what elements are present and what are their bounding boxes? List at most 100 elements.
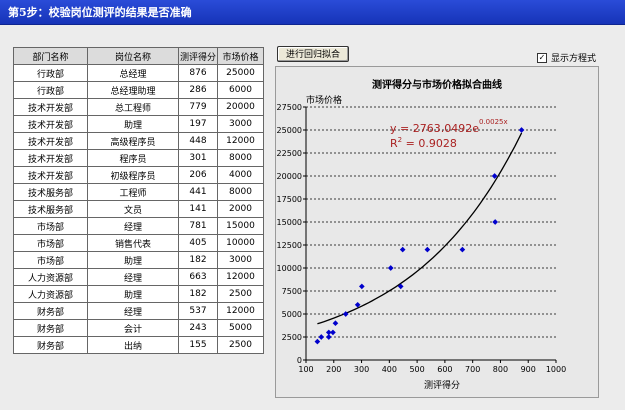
score-cell: 779 [178, 98, 218, 116]
price-cell: 2500 [217, 285, 264, 303]
price-cell: 4000 [217, 166, 264, 184]
y-tick-label: 5000 [282, 310, 302, 319]
table-row: 行政部 总经理 876 25000 [13, 64, 264, 82]
table-row: 技术开发部 助理 197 3000 [13, 115, 264, 133]
price-cell: 10000 [217, 234, 264, 252]
position-cell: 程序员 [87, 149, 179, 167]
price-cell: 3000 [217, 251, 264, 269]
data-point [332, 320, 339, 327]
department-cell: 技术开发部 [13, 132, 88, 150]
score-cell: 206 [178, 166, 218, 184]
score-cell: 197 [178, 115, 218, 133]
data-point [325, 334, 332, 340]
equation-main: y = 2763.0492e [390, 122, 479, 135]
step-title-bar: 第5步：校验岗位测评的结果是否准确 [0, 0, 625, 25]
y-tick-label: 2500 [282, 333, 302, 342]
table-row: 技术服务部 文员 141 2000 [13, 200, 264, 218]
data-point [318, 334, 325, 340]
price-cell: 25000 [217, 64, 264, 82]
table-row: 财务部 经理 537 12000 [13, 302, 264, 320]
checkbox-box[interactable]: ✓ [537, 52, 547, 63]
y-tick-label: 12500 [277, 241, 302, 250]
score-cell: 301 [178, 149, 218, 167]
chart-title: 测评得分与市场价格拟合曲线 [372, 78, 502, 91]
position-cell: 助理 [87, 285, 179, 303]
position-cell: 工程师 [87, 183, 179, 201]
department-cell: 市场部 [13, 251, 88, 269]
price-cell: 2000 [217, 200, 264, 218]
position-cell: 初级程序员 [87, 166, 179, 184]
r-squared-prefix: R [390, 137, 398, 150]
department-cell: 市场部 [13, 217, 88, 235]
score-cell: 286 [178, 81, 218, 99]
table-row: 技术开发部 总工程师 779 20000 [13, 98, 264, 116]
y-tick-label: 20000 [277, 172, 302, 181]
department-cell: 财务部 [13, 319, 88, 337]
equation-line-1: y = 2763.0492e0.0025x [390, 118, 508, 135]
data-point [354, 301, 361, 308]
scatter-chart: 测评得分与市场价格拟合曲线 市场价格 测评得分 0250050007500100… [277, 78, 567, 391]
page-title: 第5步：校验岗位测评的结果是否准确 [8, 6, 192, 19]
price-cell: 20000 [217, 98, 264, 116]
regression-fit-button[interactable]: 进行回归拟合 [277, 46, 349, 62]
x-tick-label: 200 [326, 365, 341, 374]
position-cell: 总经理 [87, 64, 179, 82]
show-equation-checkbox[interactable]: ✓ 显示方程式 [537, 51, 596, 64]
y-tick-label: 0 [297, 356, 302, 365]
department-cell: 技术开发部 [13, 98, 88, 116]
position-cell: 出纳 [87, 336, 179, 354]
x-tick-label: 1000 [546, 365, 566, 374]
data-point [359, 283, 365, 290]
y-tick-label: 27500 [277, 103, 302, 112]
position-cell: 文员 [87, 200, 179, 218]
y-tick-label: 7500 [282, 287, 302, 296]
data-point [399, 246, 406, 253]
department-cell: 行政部 [13, 64, 88, 82]
price-cell: 3000 [217, 115, 264, 133]
position-cell: 总工程师 [87, 98, 179, 116]
department-cell: 技术服务部 [13, 200, 88, 218]
department-cell: 人力资源部 [13, 285, 88, 303]
table-row: 技术开发部 高级程序员 448 12000 [13, 132, 264, 150]
position-cell: 助理 [87, 251, 179, 269]
x-tick-label: 800 [493, 365, 508, 374]
data-point [424, 246, 431, 253]
column-header-price: 市场价格 [217, 47, 264, 65]
department-cell: 财务部 [13, 302, 88, 320]
score-cell: 243 [178, 319, 218, 337]
x-tick-label: 900 [521, 365, 536, 374]
table-row: 技术开发部 程序员 301 8000 [13, 149, 264, 167]
table-row: 市场部 助理 182 3000 [13, 251, 264, 269]
price-cell: 12000 [217, 132, 264, 150]
show-equation-label: 显示方程式 [551, 54, 597, 64]
data-point [387, 265, 394, 271]
column-header-position: 岗位名称 [87, 47, 179, 65]
department-cell: 技术开发部 [13, 115, 88, 133]
score-cell: 537 [178, 302, 218, 320]
price-cell: 2500 [217, 336, 264, 354]
equation-exponent: 0.0025x [479, 118, 508, 126]
position-cell: 销售代表 [87, 234, 179, 252]
x-tick-label: 700 [465, 365, 480, 374]
department-cell: 技术开发部 [13, 166, 88, 184]
price-cell: 12000 [217, 268, 264, 286]
y-tick-label: 25000 [277, 126, 302, 135]
table-body: 行政部 总经理 876 25000 行政部 总经理助理 286 6000 技术开发部 总工程师 77… [13, 64, 264, 354]
table-row: 财务部 会计 243 5000 [13, 319, 264, 337]
score-cell: 781 [178, 217, 218, 235]
score-cell: 155 [178, 336, 218, 354]
table-row: 人力资源部 助理 182 2500 [13, 285, 264, 303]
score-cell: 405 [178, 234, 218, 252]
position-cell: 总经理助理 [87, 81, 179, 99]
position-cell: 高级程序员 [87, 132, 179, 150]
column-header-score: 测评得分 [178, 47, 218, 65]
score-cell: 663 [178, 268, 218, 286]
price-cell: 15000 [217, 217, 264, 235]
data-point [518, 127, 525, 133]
table-row: 人力资源部 经理 663 12000 [13, 268, 264, 286]
x-tick-label: 400 [382, 365, 397, 374]
x-tick-label: 100 [298, 365, 313, 374]
score-cell: 141 [178, 200, 218, 218]
table-row: 市场部 经理 781 15000 [13, 217, 264, 235]
department-cell: 市场部 [13, 234, 88, 252]
